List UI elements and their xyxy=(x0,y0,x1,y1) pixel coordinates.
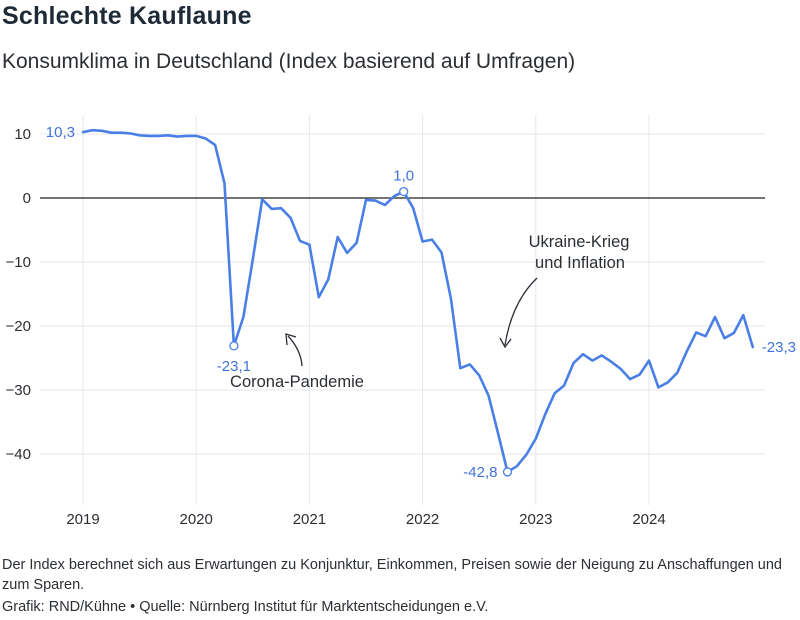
y-tick-label: −20 xyxy=(6,318,31,335)
annotation-ukraine-label: und Inflation xyxy=(535,254,625,272)
credit-source: Quelle: Nürnberg Institut für Marktentsc… xyxy=(139,599,489,615)
methodology-note: Der Index berechnet sich aus Erwartungen… xyxy=(2,557,782,593)
x-tick-label: 2020 xyxy=(180,511,213,528)
credit-separator: • xyxy=(130,599,136,615)
y-tick-label: −40 xyxy=(6,446,31,463)
credit-line: Grafik: RND/Kühne • Quelle: Nürnberg Insti… xyxy=(2,599,488,615)
highlight-point-marker xyxy=(399,186,409,197)
x-tick-label: 2019 xyxy=(66,511,99,528)
annotation-ukraine-label: Ukraine-Krieg xyxy=(529,233,630,251)
arrow-head xyxy=(499,337,512,349)
chart-title: Schlechte Kauflaune xyxy=(2,2,252,30)
credit-graphic: Grafik: RND/Kühne xyxy=(2,599,127,615)
x-tick-label: 2024 xyxy=(632,511,665,528)
highlight-point-marker xyxy=(229,341,239,351)
x-tick-label: 2021 xyxy=(293,511,326,528)
arrow-head xyxy=(285,333,297,346)
highlight-point-marker xyxy=(502,467,513,477)
point-value-label: -23,1 xyxy=(217,358,251,375)
point-value-label: -42,8 xyxy=(463,464,497,481)
y-tick-label: −30 xyxy=(6,382,31,399)
line-chart: 2019 2020 2021 2022 2023 2024 10 0 −10 −20 −30 −40 1… xyxy=(6,115,796,528)
annotation-corona-label: Corona-Pandemie xyxy=(230,373,364,391)
point-value-label: -23,3 xyxy=(762,339,796,356)
y-tick-label: 0 xyxy=(23,190,31,207)
annotation-arrow-ukraine xyxy=(504,277,538,346)
annotation-arrow-corona xyxy=(287,335,303,367)
x-tick-label: 2023 xyxy=(519,511,552,528)
chart-subtitle: Konsumklima in Deutschland (Index basier… xyxy=(2,50,576,73)
point-value-label: 1,0 xyxy=(393,168,414,185)
x-tick-label: 2022 xyxy=(406,511,439,528)
series-line xyxy=(81,128,755,474)
y-tick-label: −10 xyxy=(6,254,31,271)
point-value-label: 10,3 xyxy=(46,124,75,141)
y-tick-label: 10 xyxy=(14,126,31,143)
